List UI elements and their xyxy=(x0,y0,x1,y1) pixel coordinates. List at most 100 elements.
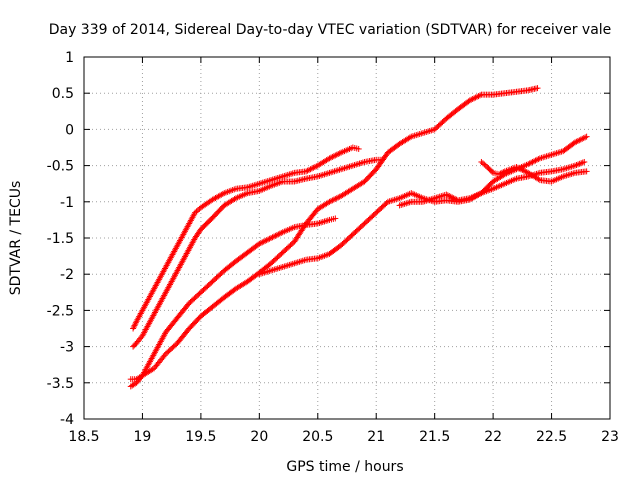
data-point-dense xyxy=(579,135,586,142)
data-point-dense xyxy=(333,195,340,202)
data-point-dense xyxy=(517,166,524,173)
x-tick-label: 19 xyxy=(134,429,152,445)
plot-frame xyxy=(83,56,611,420)
data-point-dense xyxy=(270,233,277,240)
y-tick-label: -2.5 xyxy=(47,303,74,319)
data-point-dense xyxy=(308,165,315,172)
data-point-dense xyxy=(535,176,542,183)
data-point-dense xyxy=(304,167,311,174)
data-point xyxy=(534,85,541,92)
data-point-dense xyxy=(310,164,317,171)
data-point xyxy=(332,215,339,222)
data-point-dense xyxy=(450,195,457,202)
x-tick-label: 18.5 xyxy=(68,429,99,445)
data-point-dense xyxy=(306,166,313,173)
y-tick-label: -1 xyxy=(60,195,74,211)
data-point-dense xyxy=(265,236,272,243)
data-point-dense xyxy=(269,234,276,241)
data-point-dense xyxy=(266,235,273,242)
data-point-dense xyxy=(516,165,523,172)
y-tick-label: -3 xyxy=(60,340,74,356)
data-point-dense xyxy=(327,198,334,205)
data-point-dense xyxy=(131,322,138,329)
data-point-dense xyxy=(479,160,486,167)
data-point-dense xyxy=(526,160,533,167)
data-point-dense xyxy=(262,237,269,244)
data-point-dense xyxy=(311,164,318,171)
y-tick-label: 0 xyxy=(65,122,74,138)
data-point-dense xyxy=(522,168,529,175)
data-point-dense xyxy=(529,158,536,165)
x-tick-label: 19.5 xyxy=(185,429,216,445)
data-point-dense xyxy=(532,157,539,164)
data-point-dense xyxy=(519,166,526,173)
data-point-dense xyxy=(471,95,478,102)
data-point-dense xyxy=(488,168,495,175)
data-point-dense xyxy=(332,152,339,159)
data-point-dense xyxy=(330,153,337,160)
data-point-dense xyxy=(132,321,139,328)
series-arc-3 xyxy=(127,215,339,390)
data-point-dense xyxy=(514,164,521,171)
series-arc-2 xyxy=(130,156,386,350)
data-point xyxy=(326,198,333,205)
y-tick-label: 1 xyxy=(65,50,74,66)
data-point xyxy=(583,168,590,175)
data-point-dense xyxy=(335,151,342,158)
data-point-dense xyxy=(219,190,226,197)
data-point-dense xyxy=(260,238,267,245)
data-point xyxy=(525,161,532,168)
data-point-dense xyxy=(574,137,581,144)
data-point xyxy=(326,155,333,162)
data-point xyxy=(256,240,263,247)
data-point-dense xyxy=(474,93,481,100)
data-point xyxy=(443,191,450,198)
series-arc-6 xyxy=(396,133,590,209)
data-point-dense xyxy=(194,207,201,214)
series-arc-1 xyxy=(130,144,362,332)
data-point-dense xyxy=(476,92,483,99)
data-point-dense xyxy=(278,229,285,236)
data-point-dense xyxy=(580,135,587,142)
x-tick-label: 21 xyxy=(367,429,385,445)
y-tick-label: -2 xyxy=(60,267,74,283)
data-point xyxy=(571,139,578,146)
data-point xyxy=(513,164,520,171)
data-point-dense xyxy=(520,167,527,174)
data-point-dense xyxy=(468,96,475,103)
data-point xyxy=(478,158,485,165)
data-point-dense xyxy=(257,240,264,247)
data-point xyxy=(355,145,362,152)
chart-title: Day 339 of 2014, Sidereal Day-to-day VTE… xyxy=(49,22,612,38)
data-point-dense xyxy=(447,193,454,200)
data-point-dense xyxy=(329,153,336,160)
data-point xyxy=(583,133,590,140)
series-arc-4 xyxy=(127,85,541,383)
data-point-dense xyxy=(335,194,342,201)
data-point-dense xyxy=(276,230,283,237)
axis-ticks: 18.5 19 19.5 20 20.5 21 21.5 22 22.5 23 -4 -3.5 -3 -2… xyxy=(47,50,619,445)
data-point xyxy=(268,235,275,241)
data-point-dense xyxy=(481,161,488,168)
data-point xyxy=(495,171,502,178)
x-tick-label: 20 xyxy=(250,429,268,445)
data-point-dense xyxy=(498,169,505,176)
data-point-dense xyxy=(573,138,580,145)
y-axis-label: SDTVAR / TECUs xyxy=(8,181,24,296)
y-tick-label: 0.5 xyxy=(52,86,74,102)
data-point-dense xyxy=(444,192,451,199)
data-point-dense xyxy=(273,232,280,239)
data-point-dense xyxy=(330,196,337,203)
data-point-dense xyxy=(336,150,343,157)
x-tick-label: 21.5 xyxy=(419,429,450,445)
data-point-dense xyxy=(500,169,507,176)
y-tick-label: -0.5 xyxy=(47,159,74,175)
data-point-dense xyxy=(307,166,314,173)
data-point xyxy=(303,168,310,175)
data-point-dense xyxy=(231,196,238,203)
data-point-dense xyxy=(333,151,340,158)
data-point-dense xyxy=(452,195,459,202)
x-tick-label: 22 xyxy=(484,429,502,445)
data-point-dense xyxy=(533,156,540,163)
series-arc-7 xyxy=(478,158,590,185)
